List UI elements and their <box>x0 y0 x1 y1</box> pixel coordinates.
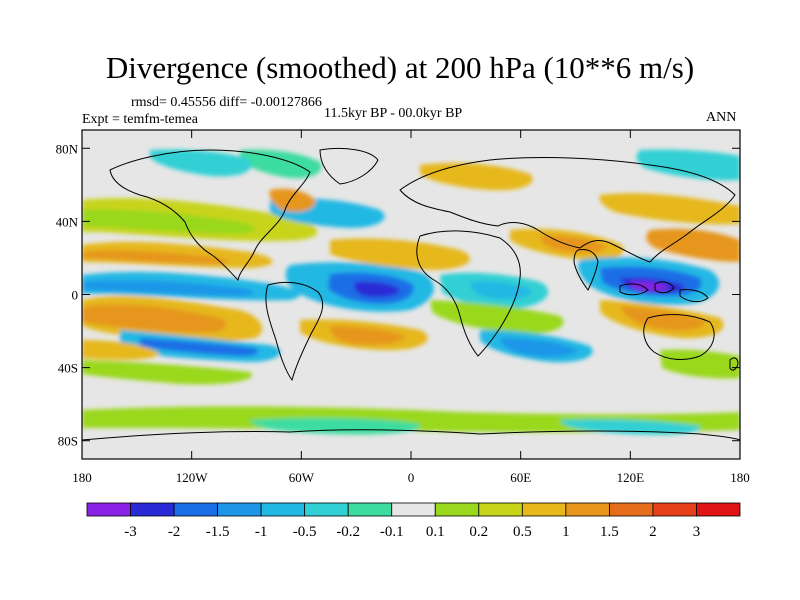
colorbar-label: -0.5 <box>293 524 317 540</box>
lat-tick-label: 40N <box>56 214 79 229</box>
colorbar-swatch <box>130 502 175 517</box>
colorbar-label: -1.5 <box>206 524 230 540</box>
colorbar-label: 0.1 <box>426 524 445 540</box>
colorbar-swatch <box>696 502 741 517</box>
lon-tick-label: 60W <box>289 470 315 485</box>
colorbar-label: -0.2 <box>336 524 360 540</box>
colorbar-label: -2 <box>168 524 181 540</box>
colorbar-swatch <box>391 502 436 517</box>
colorbar: -3 -2 -1.5 -1 -0.5 -0.2 -0.1 0.1 0.2 0.5 1 1.5 2 3 <box>86 502 741 540</box>
season-label: ANN <box>706 110 737 125</box>
axis-ticks: 80N 40N 0 40S 80S 180 120W 60W 0 60E 120E 180 <box>56 130 750 485</box>
colorbar-label: 0.2 <box>469 524 488 540</box>
stats-label: rmsd= 0.45556 diff= -0.00127866 <box>131 95 322 110</box>
lon-tick-label: 0 <box>408 470 415 485</box>
colorbar-swatch <box>609 502 654 517</box>
lon-tick-label: 60E <box>510 470 531 485</box>
coastlines <box>82 147 740 441</box>
colorbar-swatch <box>347 502 393 517</box>
lon-tick-label: 180 <box>72 470 92 485</box>
colorbar-label: -0.1 <box>380 524 404 540</box>
period-label: 11.5kyr BP - 00.0kyr BP <box>324 106 463 121</box>
map-title: Divergence (smoothed) at 200 hPa (10**6 … <box>105 50 695 85</box>
lon-tick-label: 120W <box>176 470 209 485</box>
lon-tick-label: 120E <box>617 470 645 485</box>
colorbar-swatch <box>652 502 697 517</box>
lat-tick-label: 80N <box>56 141 79 156</box>
colorbar-swatch <box>260 502 306 517</box>
colorbar-swatch <box>217 502 262 517</box>
colorbar-swatch <box>173 502 218 517</box>
experiment-label: Expt = temfm-temea <box>82 112 198 127</box>
lat-tick-label: 80S <box>58 434 78 449</box>
colorbar-swatch <box>478 502 523 517</box>
colorbar-label: 3 <box>693 524 701 540</box>
lat-tick-label: 40S <box>58 361 78 376</box>
colorbar-label: 1.5 <box>600 524 619 540</box>
colorbar-swatch <box>434 502 480 517</box>
colorbar-swatch <box>86 502 131 517</box>
lat-tick-label: 0 <box>72 288 79 303</box>
colorbar-label: 1 <box>562 524 570 540</box>
colorbar-label: 0.5 <box>513 524 532 540</box>
divergence-field <box>82 149 740 435</box>
colorbar-swatch <box>565 502 610 517</box>
colorbar-label: -1 <box>255 524 268 540</box>
colorbar-label: 2 <box>649 524 657 540</box>
colorbar-swatch <box>304 502 349 517</box>
lon-tick-label: 180 <box>730 470 750 485</box>
colorbar-swatch <box>521 502 567 517</box>
colorbar-label: -3 <box>124 524 137 540</box>
